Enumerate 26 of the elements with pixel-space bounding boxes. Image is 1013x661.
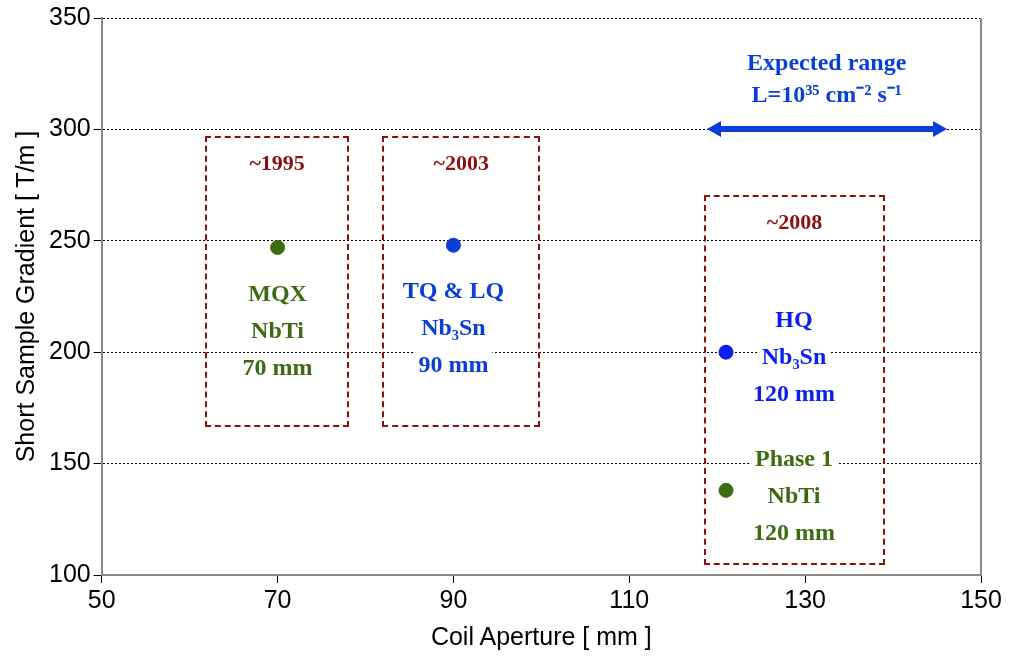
x-axis-title: Coil Aperture [ mm ] [430, 621, 652, 650]
x-tick-label: 150 [960, 584, 1002, 613]
x-tick-label: 130 [784, 584, 826, 613]
annotation: ~2008 [766, 208, 823, 234]
y-tick-label: 150 [48, 447, 91, 476]
y-tick-label: 200 [48, 336, 91, 365]
x-tick-label: 110 [609, 584, 650, 613]
x-tick-label: 70 [263, 584, 292, 613]
series-label: Phase 1 NbTi 120 mm [753, 444, 836, 545]
point [718, 482, 734, 498]
point [270, 239, 286, 255]
series-label: MQX NbTi 70 mm [242, 279, 313, 380]
y-tick-label: 250 [48, 224, 91, 253]
annotation: ~1995 [249, 149, 305, 175]
point [718, 344, 734, 360]
y-tick-label: 300 [48, 113, 91, 142]
text: TQ & LQ Nb₃Sn 90 mm [402, 277, 505, 378]
point [445, 237, 461, 253]
series-label: HQ Nb₃Sn 120 mm [753, 306, 836, 407]
annotation: ~2003 [433, 149, 490, 175]
y-tick-label: 100 [48, 558, 91, 587]
y-tick-label: 350 [48, 1, 91, 30]
annotation: Expected range L=10³⁵ cm⁻² s⁻¹ [747, 48, 907, 107]
y-axis-title: Short Sample Gradient [ T/m ] [10, 130, 39, 463]
x-tick-label: 90 [439, 584, 468, 613]
x-tick-label: 50 [87, 584, 116, 613]
